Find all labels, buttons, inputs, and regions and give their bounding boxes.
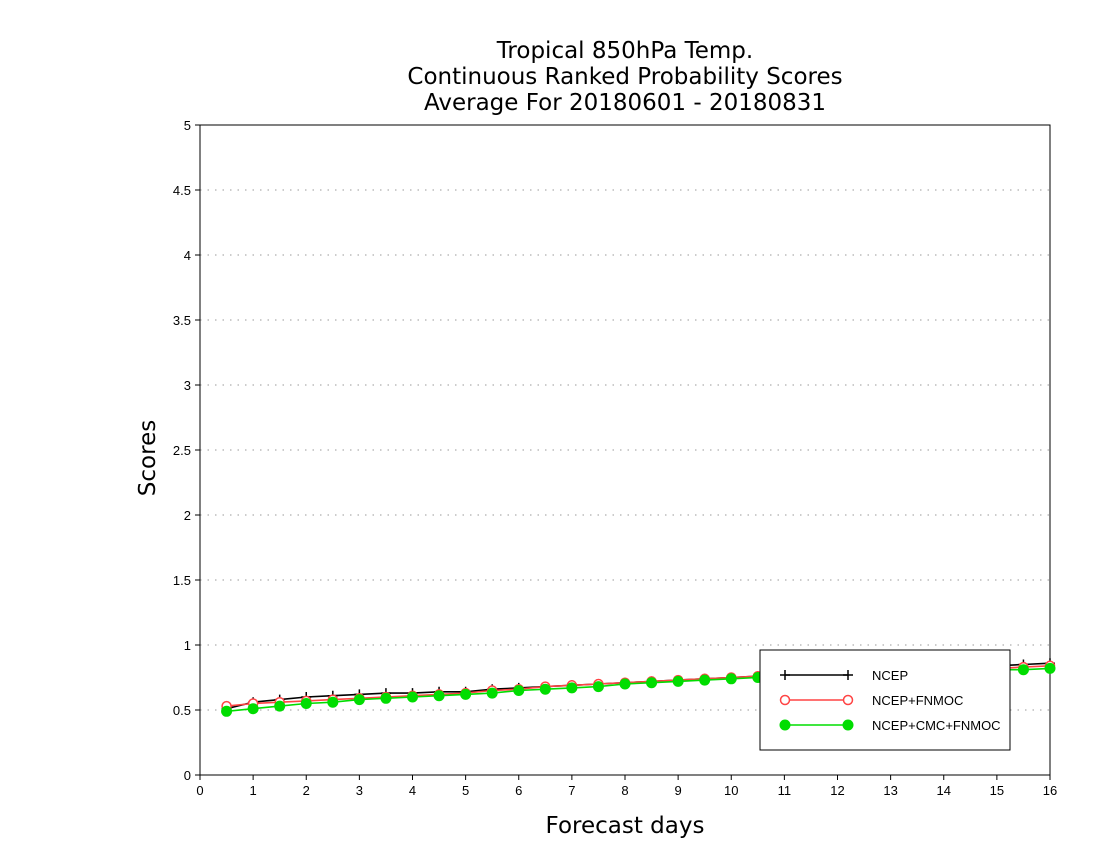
- x-tick-label: 8: [621, 783, 628, 798]
- x-tick-label: 11: [778, 783, 792, 798]
- legend-label: NCEP: [872, 668, 908, 683]
- data-point: [1017, 664, 1029, 676]
- legend-marker: [779, 719, 791, 731]
- data-point: [327, 696, 339, 708]
- gridlines: [200, 189, 1050, 711]
- y-axis-label: Scores: [135, 420, 161, 496]
- y-tick-label: 4.5: [173, 183, 191, 198]
- x-tick-label: 7: [568, 783, 575, 798]
- x-tick-label: 9: [675, 783, 682, 798]
- y-tick-label: 3.5: [173, 313, 191, 328]
- x-tick-label: 4: [409, 783, 416, 798]
- y-tick-label: 0.5: [173, 703, 191, 718]
- legend-marker: [779, 694, 791, 706]
- legend: NCEP NCEP+FNMOC NCEP+CMC+FNMOC: [759, 649, 1011, 751]
- data-point: [725, 673, 737, 685]
- y-tick-label: 5: [184, 118, 191, 133]
- chart-title: Tropical 850hPa Temp. Continuous Ranked …: [407, 38, 842, 116]
- x-tick-label: 0: [196, 783, 203, 798]
- legend-label: NCEP+FNMOC: [872, 693, 963, 708]
- y-tick-label: 3: [184, 378, 191, 393]
- x-tick-label: 2: [303, 783, 310, 798]
- data-point: [646, 677, 658, 689]
- chart-title-line-3: Average For 20180601 - 20180831: [424, 90, 826, 116]
- x-tick-label: 1: [250, 783, 257, 798]
- y-tick-label: 0: [184, 768, 191, 783]
- data-point: [592, 681, 604, 693]
- legend-marker: [842, 694, 854, 706]
- chart-title-line-1: Tropical 850hPa Temp.: [496, 38, 753, 64]
- data-point: [380, 692, 392, 704]
- x-axis-label: Forecast days: [546, 813, 705, 839]
- y-tick-label: 2: [184, 508, 191, 523]
- data-point: [247, 703, 259, 715]
- data-point: [699, 674, 711, 686]
- data-point: [619, 678, 631, 690]
- data-point: [274, 700, 286, 712]
- legend-marker: [843, 670, 853, 680]
- chart-title-line-2: Continuous Ranked Probability Scores: [407, 64, 842, 90]
- x-tick-label: 5: [462, 783, 469, 798]
- x-tick-label: 14: [937, 783, 951, 798]
- data-point: [407, 691, 418, 703]
- x-tick-label: 3: [356, 783, 363, 798]
- y-tick-label: 4: [184, 248, 191, 263]
- data-point: [433, 690, 445, 702]
- data-point: [300, 698, 312, 709]
- data-point: [539, 683, 551, 695]
- data-point: [672, 675, 684, 687]
- legend-label: NCEP+CMC+FNMOC: [872, 718, 1001, 733]
- legend-marker: [842, 719, 854, 731]
- data-point: [486, 687, 498, 699]
- legend-marker: [780, 670, 790, 680]
- data-point: [460, 688, 472, 700]
- data-point: [1044, 662, 1056, 674]
- y-tick-label: 1: [184, 638, 191, 653]
- data-point: [566, 682, 578, 694]
- y-tick-label: 1.5: [173, 573, 191, 588]
- data-point: [221, 705, 233, 717]
- x-tick-label: 16: [1043, 783, 1057, 798]
- axis-ticks: 00.511.522.533.544.550 1 2 3 4 5 6 7 8 9 10 11 12 13 1…: [173, 118, 1057, 798]
- data-point: [513, 685, 525, 696]
- x-tick-label: 12: [830, 783, 844, 798]
- data-point: [353, 694, 365, 706]
- x-tick-label: 6: [515, 783, 522, 798]
- x-tick-label: 15: [990, 783, 1004, 798]
- x-tick-label: 10: [724, 783, 738, 798]
- y-tick-label: 2.5: [173, 443, 191, 458]
- x-tick-label: 13: [883, 783, 897, 798]
